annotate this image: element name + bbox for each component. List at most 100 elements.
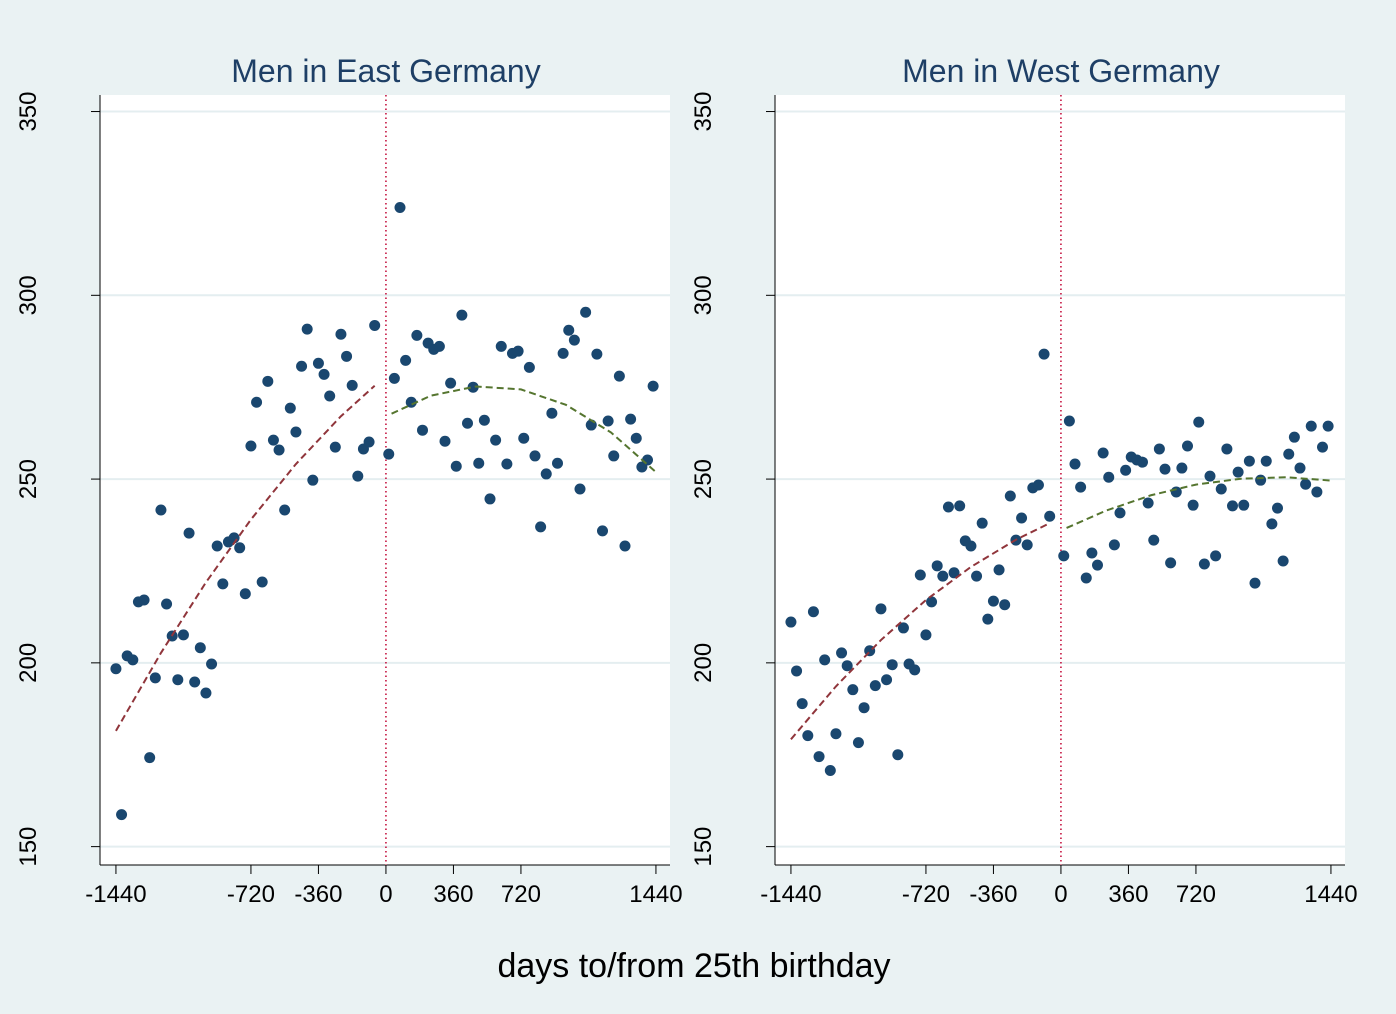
data-point [819,654,831,666]
data-point [217,578,229,590]
data-point [625,413,637,425]
data-point [1272,502,1283,514]
data-point [1038,348,1050,360]
x-tick-label: -720 [227,881,275,908]
data-point [501,458,513,470]
data-point [211,540,223,552]
data-point [144,752,156,764]
data-point [335,328,347,340]
data-point [909,664,921,676]
y-tick-label: 300 [690,275,717,315]
data-point [127,654,139,666]
data-point [394,201,406,213]
data-point [540,468,552,480]
data-point [1016,512,1028,524]
fit-line [115,384,376,732]
data-point [363,436,375,448]
data-point [512,345,524,357]
data-point [546,407,558,419]
data-point [161,598,173,610]
data-point [830,728,842,740]
data-point [1260,455,1272,467]
data-point [1210,550,1222,562]
data-point [1137,456,1148,468]
data-point [897,622,909,634]
data-point [1148,534,1160,546]
data-point [1305,420,1317,432]
data-point [852,737,864,749]
data-point [1187,499,1199,511]
data-point [234,542,246,554]
data-point [450,460,462,472]
data-point [194,642,206,654]
data-point [568,334,580,346]
data-point [1108,539,1120,551]
data-point [931,560,943,572]
data-point [329,441,341,453]
data-point [1288,431,1300,443]
data-point [965,540,977,552]
x-tick-label: 0 [379,881,392,908]
data-point [172,674,184,686]
x-tick-label: 1440 [1304,881,1357,908]
data-point [858,702,870,714]
x-tick-label: -1440 [85,881,146,908]
x-tick-label: -720 [902,881,950,908]
data-point [529,450,541,462]
data-point [619,540,631,552]
data-point [296,360,308,372]
data-point [473,457,485,469]
data-point [1142,497,1154,509]
data-point [462,417,473,429]
data-point [324,390,336,402]
data-point [251,396,263,408]
data-point [993,564,1005,576]
data-point [110,663,122,675]
data-point [1255,474,1267,486]
data-point [138,594,150,606]
data-point [352,470,364,482]
data-point [1075,481,1087,493]
data-point [1097,447,1109,459]
data-point [279,504,291,516]
data-point [490,434,502,446]
data-point [1021,539,1033,551]
data-point [307,474,319,486]
data-point [318,368,330,380]
data-point [183,527,195,539]
data-point [1165,557,1177,569]
data-point [982,613,994,625]
data-point [948,567,960,579]
data-point [239,588,251,600]
x-tick-label: 1440 [629,881,682,908]
data-point [445,377,457,389]
data-point [284,402,296,414]
data-point [1092,559,1103,571]
data-point [1086,547,1098,559]
data-point [1266,518,1278,530]
panel-title: Men in West Germany [902,53,1220,89]
data-point [630,432,642,444]
fit-line [391,385,657,473]
data-point [591,348,603,360]
x-tick-label: 360 [1108,881,1148,908]
data-point [1063,415,1075,427]
data-point [914,569,926,581]
data-point [177,629,189,641]
data-point [484,493,496,505]
x-tick-label: 720 [1176,881,1216,908]
data-point [1058,550,1070,562]
data-point [836,647,848,659]
x-tick-label: -360 [969,881,1017,908]
data-point [1193,416,1205,428]
data-point [400,354,412,366]
data-point [602,415,614,427]
data-point [647,380,659,392]
data-point [245,440,257,452]
data-point [785,616,797,628]
data-point [1032,479,1044,491]
data-point [1204,470,1216,482]
data-point [1004,490,1016,502]
